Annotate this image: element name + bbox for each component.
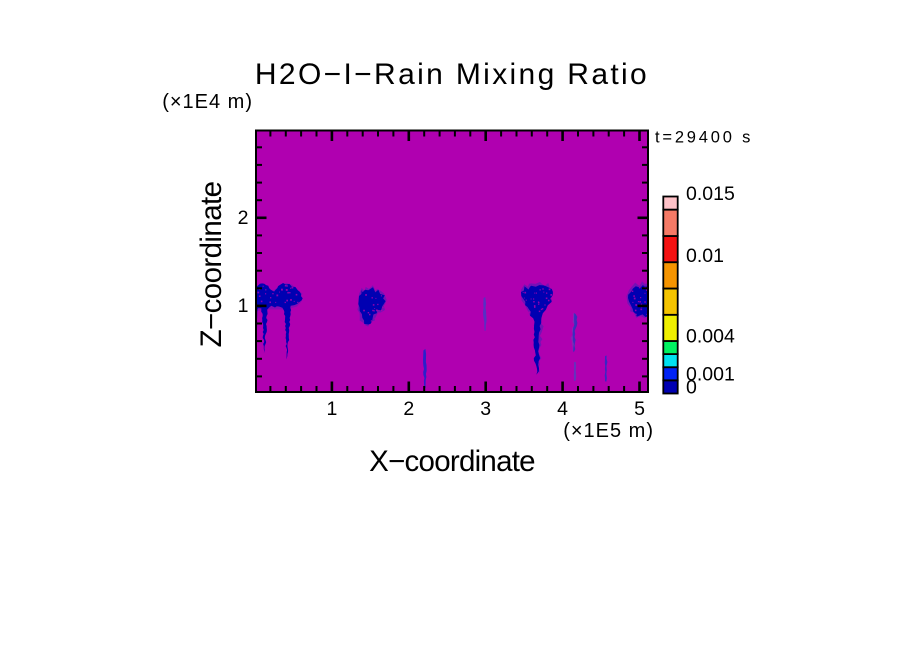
svg-text:t=29400 s: t=29400 s	[655, 129, 753, 147]
svg-text:2: 2	[238, 207, 249, 229]
svg-text:0.01: 0.01	[686, 245, 724, 267]
svg-text:0.015: 0.015	[686, 183, 735, 205]
svg-text:(×1E5 m): (×1E5 m)	[563, 420, 654, 442]
svg-text:H2O−I−Rain Mixing Ratio: H2O−I−Rain Mixing Ratio	[255, 58, 649, 91]
svg-text:(×1E4 m): (×1E4 m)	[162, 91, 253, 113]
svg-text:0.004: 0.004	[686, 326, 735, 348]
svg-text:1: 1	[238, 295, 249, 317]
svg-text:X−coordinate: X−coordinate	[369, 445, 535, 478]
svg-text:1: 1	[326, 398, 337, 420]
svg-text:0: 0	[686, 377, 697, 399]
svg-text:2: 2	[403, 398, 414, 420]
svg-text:5: 5	[634, 398, 645, 420]
svg-text:3: 3	[480, 398, 491, 420]
svg-text:4: 4	[557, 398, 568, 420]
svg-text:0.001: 0.001	[686, 364, 735, 386]
svg-text:Z−coordinate: Z−coordinate	[195, 181, 228, 347]
